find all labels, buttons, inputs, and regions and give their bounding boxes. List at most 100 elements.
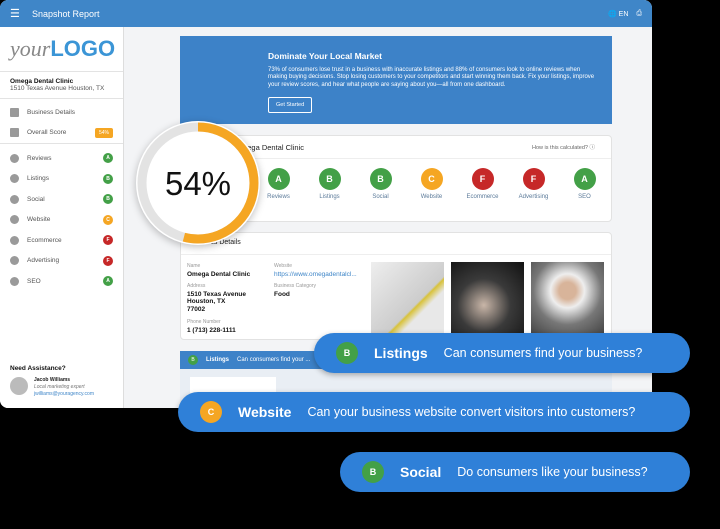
grade-label: Social <box>372 194 389 200</box>
grade-label: Ecommerce <box>466 194 499 200</box>
section-name: Listings <box>206 357 230 363</box>
callout-question: Do consumers like your business? <box>457 465 648 479</box>
grade-badge: A <box>103 153 113 164</box>
app-window: ☰ Snapshot Report 🌐 EN ⎙ your LOGO Omega … <box>0 0 652 408</box>
grade-website[interactable]: C Website <box>406 168 457 200</box>
name-field: Name Omega Dental Clinic <box>187 263 251 278</box>
grade-badge: B <box>362 461 384 483</box>
callout-website[interactable]: C Website Can your business website conver… <box>178 392 690 432</box>
assist-title: Need Assistance? <box>10 365 66 372</box>
grade-badge: C <box>103 214 113 225</box>
business-address: 1510 Texas Avenue Houston, TX <box>10 85 105 92</box>
callout-name: Website <box>238 404 292 420</box>
logo: your LOGO <box>0 27 123 72</box>
grade-circle: C <box>420 168 443 190</box>
grade-seo[interactable]: A SEO <box>559 168 610 200</box>
item-label: Website <box>27 216 51 224</box>
overall-score-donut: 54% <box>136 121 260 245</box>
sidebar-item-business-details[interactable]: Business Details <box>0 102 123 123</box>
callout-name: Social <box>400 464 442 480</box>
website-link[interactable]: https://www.omegadentalcl... <box>274 270 357 278</box>
grade-circle: A <box>267 168 290 190</box>
print-icon[interactable]: ⎙ <box>636 9 642 17</box>
grade-badge: B <box>188 355 198 365</box>
grade-badge: B <box>103 194 113 205</box>
sidebar-item-advertising[interactable]: Advertising F <box>0 251 123 272</box>
item-label: Advertising <box>27 257 60 265</box>
sidebar-item-listings[interactable]: Listings B <box>0 169 123 190</box>
grade-label: SEO <box>578 194 591 200</box>
score-badge: 54% <box>94 127 113 138</box>
contact-email[interactable]: jwilliams@youragency.com <box>34 391 94 397</box>
sidebar-item-social[interactable]: Social B <box>0 189 123 210</box>
grade-social[interactable]: B Social <box>355 168 406 200</box>
item-label: Ecommerce <box>27 236 62 244</box>
advertising-icon <box>10 256 19 266</box>
callout-listings[interactable]: B Listings Can consumers find your busines… <box>314 333 690 373</box>
contact-name: Jacob Williams <box>34 377 71 383</box>
grade-advertising[interactable]: F Advertising <box>508 168 559 200</box>
avatar <box>10 377 28 395</box>
photo-dentist <box>531 262 604 334</box>
menu-icon[interactable]: ☰ <box>10 8 20 20</box>
grade-circle: F <box>522 168 545 190</box>
grade-label: Reviews <box>267 194 290 200</box>
grade-listings[interactable]: B Listings <box>304 168 355 200</box>
seo-icon <box>10 276 19 286</box>
callout-question: Can your business website convert visito… <box>307 405 636 419</box>
top-bar: ☰ Snapshot Report 🌐 EN ⎙ <box>0 0 652 27</box>
how-calculated-link[interactable]: How is this calculated? ⓘ <box>532 145 595 151</box>
ecommerce-icon <box>10 235 19 245</box>
bar-chart-icon <box>10 128 19 138</box>
score-arc <box>137 122 259 244</box>
item-label: Business Details <box>27 108 76 116</box>
grade-badge: C <box>200 401 222 423</box>
sidebar-item-reviews[interactable]: Reviews A <box>0 148 123 169</box>
grade-label: Advertising <box>518 194 549 200</box>
grade-reviews[interactable]: A Reviews <box>253 168 304 200</box>
assistance: Need Assistance? Jacob Williams Local mar… <box>10 365 94 397</box>
banner-title: Dominate Your Local Market <box>268 51 382 61</box>
building-icon <box>10 107 19 117</box>
listings-icon <box>10 174 19 184</box>
contact-role: Local marketing expert <box>34 384 85 390</box>
item-label: Listings <box>27 175 50 183</box>
grade-label: Website <box>420 194 443 200</box>
phone-field: Phone Number 1 (713) 228-1111 <box>187 319 236 334</box>
grade-badge: B <box>336 342 358 364</box>
grade-circle: B <box>318 168 341 190</box>
callout-question: Can consumers find your business? <box>443 346 643 360</box>
photo-dental-exam <box>451 262 524 334</box>
website-icon <box>10 215 19 225</box>
photo-toothbrush <box>371 262 444 334</box>
website-field: Website https://www.omegadentalcl... <box>274 263 357 278</box>
grade-badge: A <box>103 276 113 287</box>
callout-name: Listings <box>374 345 428 361</box>
app-title: Snapshot Report <box>32 8 100 19</box>
reviews-icon <box>10 153 19 163</box>
grade-badge: F <box>103 255 113 266</box>
callout-social[interactable]: B Social Do consumers like your business? <box>340 452 690 492</box>
language-label: EN <box>618 10 629 18</box>
sidebar-item-ecommerce[interactable]: Ecommerce F <box>0 230 123 251</box>
grade-label: Listings <box>319 194 340 200</box>
item-label: Overall Score <box>27 129 67 137</box>
grade-badge: F <box>103 235 113 246</box>
item-label: SEO <box>27 277 41 285</box>
grade-ecommerce[interactable]: F Ecommerce <box>457 168 508 200</box>
get-started-button[interactable]: Get Started <box>268 96 313 113</box>
social-icon <box>10 194 19 204</box>
item-label: Reviews <box>27 154 52 162</box>
banner-text: 73% of consumers lose trust in a busines… <box>268 67 595 88</box>
language-button[interactable]: 🌐 EN <box>607 10 629 18</box>
sidebar-item-seo[interactable]: SEO A <box>0 271 123 292</box>
sidebar-item-overall-score[interactable]: Overall Score 54% <box>0 123 123 144</box>
sidebar-item-website[interactable]: Website C <box>0 210 123 231</box>
address-field: Address 1510 Texas Avenue Houston, TX 77002 <box>187 283 247 313</box>
item-label: Social <box>27 195 45 203</box>
promo-banner: Dominate Your Local Market 73% of consum… <box>180 36 612 124</box>
category-field: Business Category Food <box>274 283 316 298</box>
score-card-title: mega Dental Clinic <box>241 142 304 152</box>
grade-circle: A <box>573 168 596 190</box>
